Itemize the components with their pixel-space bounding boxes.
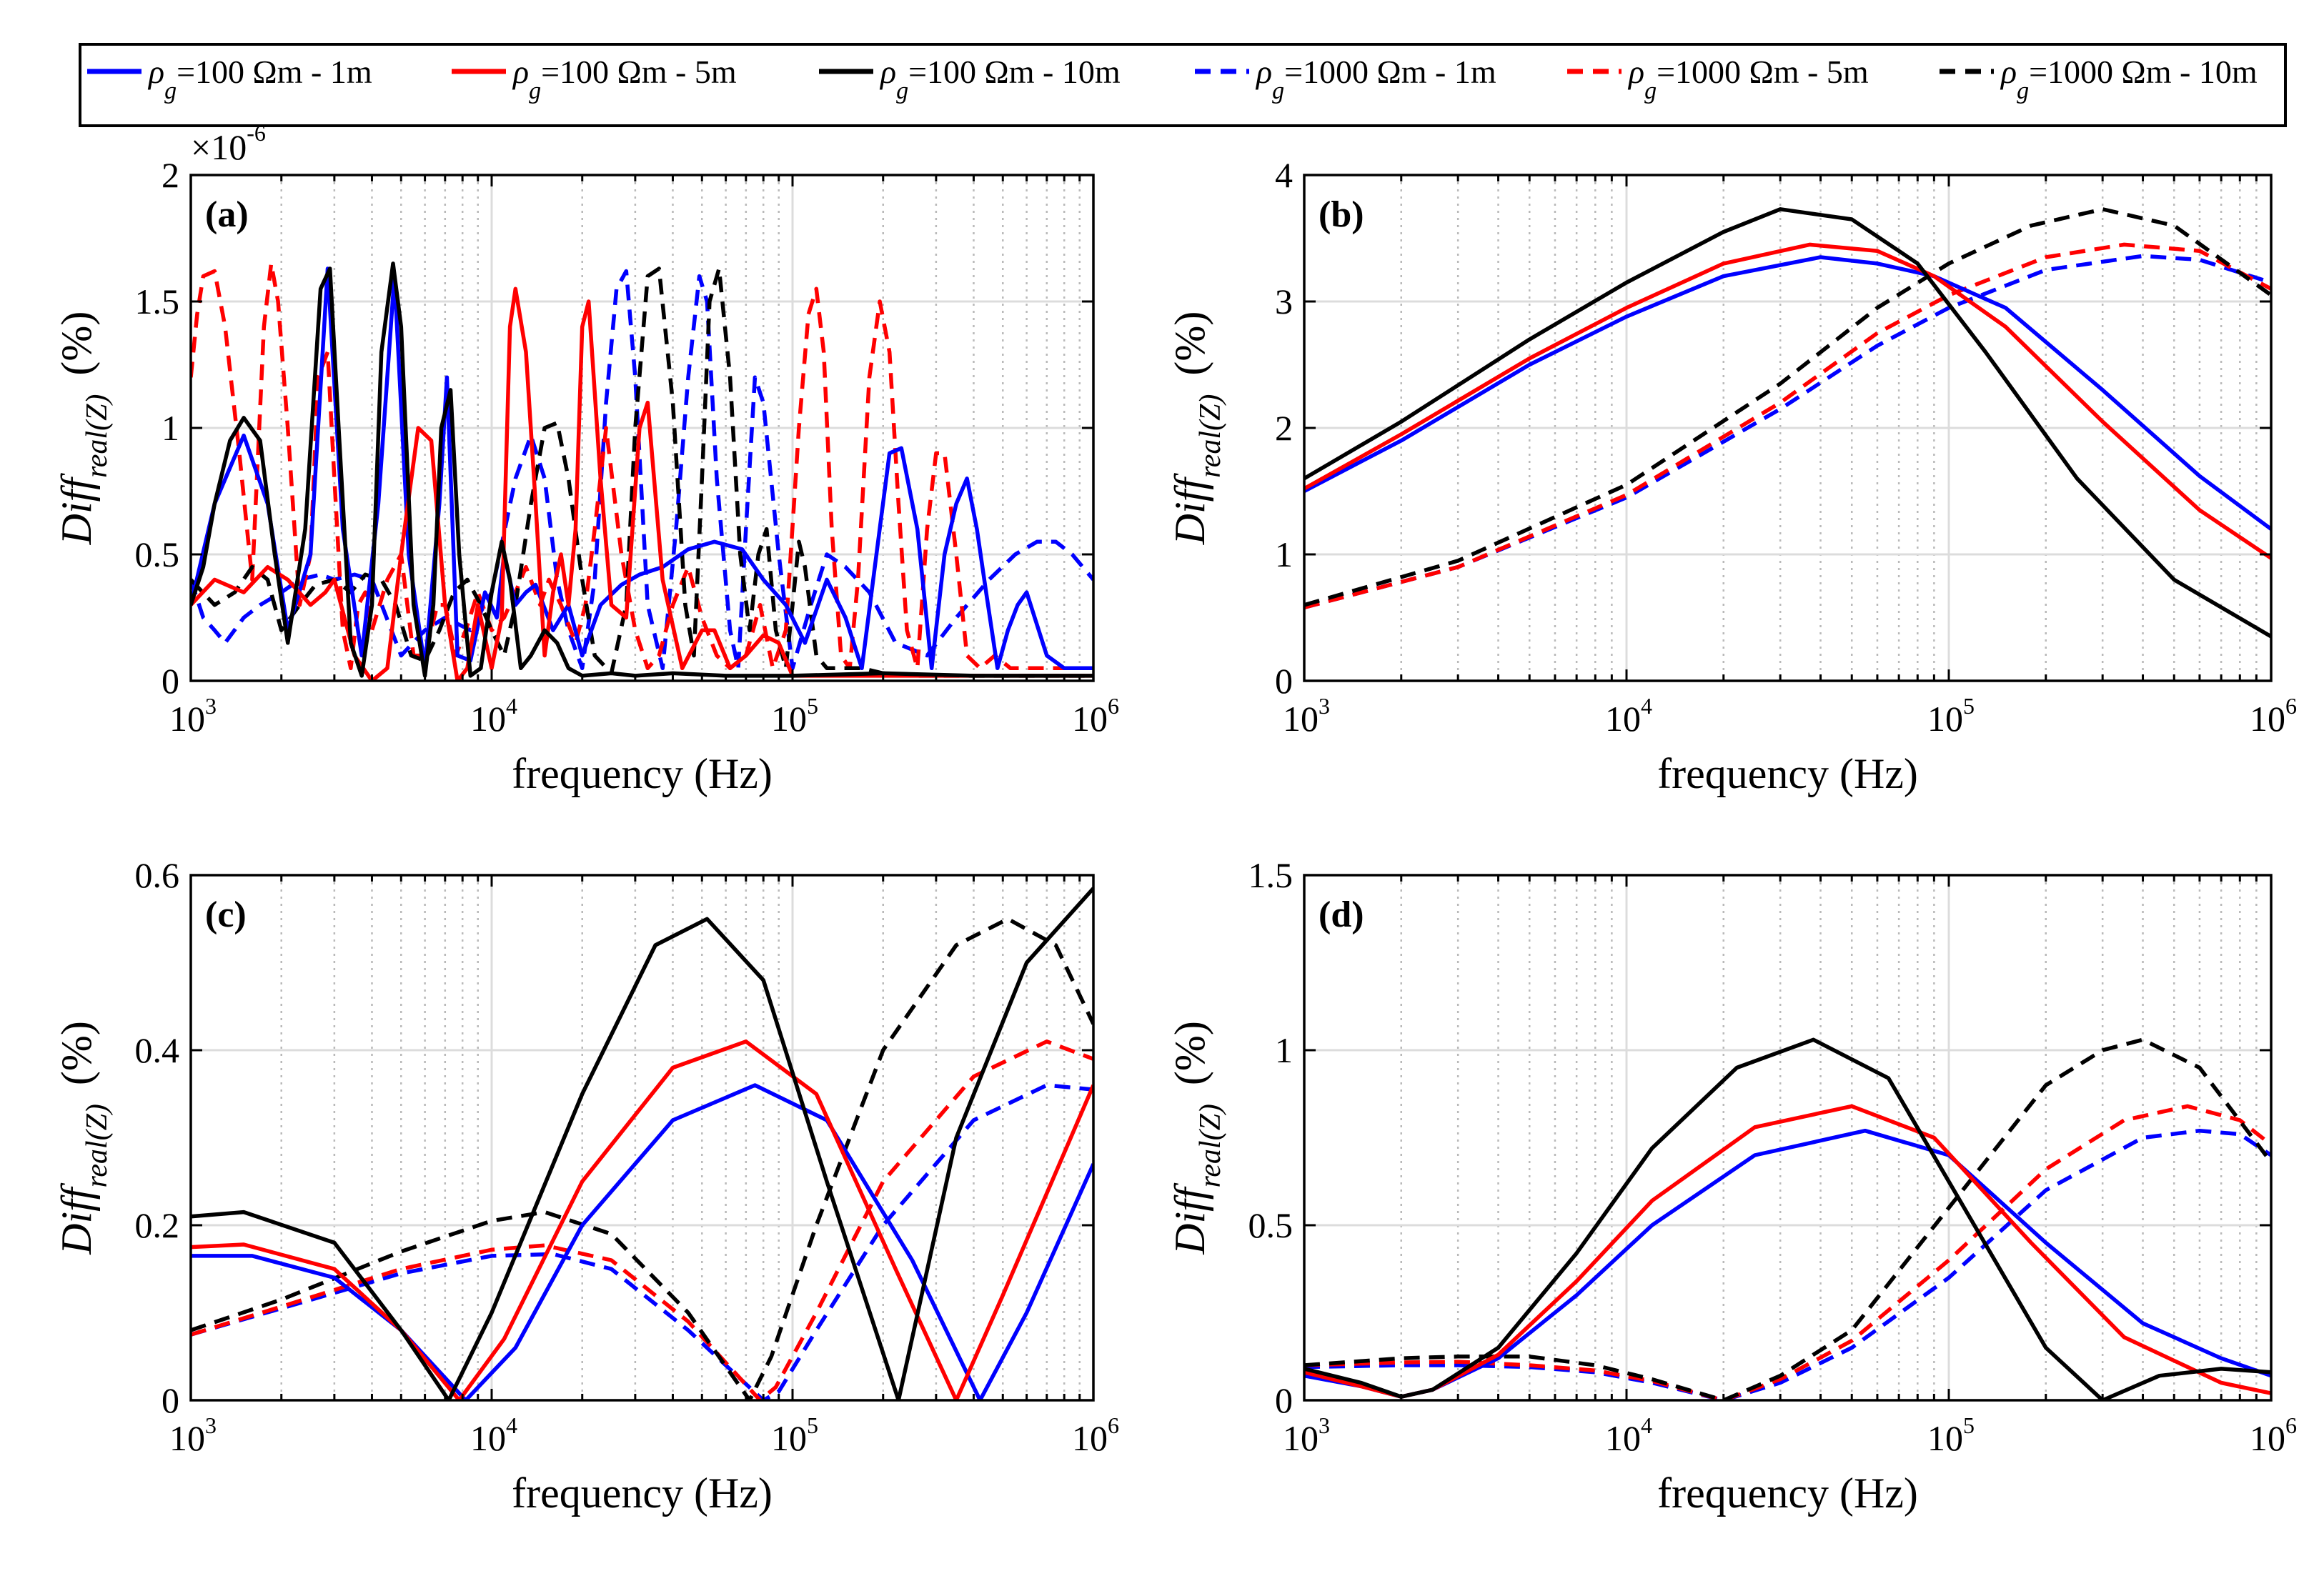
y-tick-label: 0 bbox=[1275, 661, 1293, 701]
legend-entry: ρg=1000 Ωm - 5m bbox=[1567, 54, 1869, 104]
x-tick-label: 105 bbox=[771, 693, 818, 739]
y-tick-label: 2 bbox=[162, 155, 179, 195]
legend-label: ρg=100 Ωm - 10m bbox=[879, 54, 1121, 104]
series-group bbox=[1304, 1037, 2271, 1400]
panel-label: (b) bbox=[1319, 194, 1364, 235]
x-tick-label: 104 bbox=[1605, 1412, 1652, 1458]
grid bbox=[1303, 174, 2273, 682]
y-axis-label: Diffreal(Z)(%) bbox=[1166, 311, 1227, 546]
series-group bbox=[191, 261, 1093, 681]
ticks bbox=[189, 874, 1095, 1402]
panel-label: (c) bbox=[205, 894, 247, 935]
y-tick-label: 0.2 bbox=[135, 1205, 180, 1245]
legend-label: ρg=1000 Ωm - 10m bbox=[2000, 54, 2258, 104]
legend-label: ρg=1000 Ωm - 1m bbox=[1255, 54, 1496, 104]
series-line-2 bbox=[1304, 1037, 2271, 1400]
y-tick-label: 0 bbox=[162, 1380, 179, 1420]
y-tick-label: 0.6 bbox=[135, 855, 180, 895]
series-line-1 bbox=[191, 286, 1093, 681]
y-tick-label: 2 bbox=[1275, 408, 1293, 448]
x-tick-label: 106 bbox=[1072, 1412, 1119, 1458]
panel-b: 0 1 2 3 4 103 104 105 106 (b) frequency (Hz) Diffre… bbox=[1166, 155, 2297, 797]
series-line-2 bbox=[191, 887, 1093, 1400]
y-tick-label: 0 bbox=[1275, 1380, 1293, 1420]
y-tick-label: 0.5 bbox=[135, 534, 180, 574]
x-axis-label: frequency (Hz) bbox=[512, 750, 773, 797]
series-line-2 bbox=[191, 261, 1093, 678]
series-line-5 bbox=[191, 266, 1093, 678]
x-tick-label: 103 bbox=[169, 693, 217, 739]
series-line-5 bbox=[1304, 207, 2271, 607]
series-line-2 bbox=[1304, 207, 2271, 639]
series-group bbox=[1304, 207, 2271, 639]
axes-frame bbox=[1303, 874, 2273, 1402]
panel-c: 0 0.2 0.4 0.6 103 104 105 106 (c) frequency (Hz) D… bbox=[53, 855, 1119, 1517]
legend: ρg=100 Ωm - 1m ρg=100 Ωm - 5m ρg=100 Ωm - … bbox=[79, 43, 2287, 127]
panel-label: (a) bbox=[205, 194, 249, 235]
y-axis-label: Diffreal(Z)(%) bbox=[1166, 1021, 1227, 1255]
series-line-4 bbox=[191, 261, 1093, 671]
legend-entry: ρg=1000 Ωm - 1m bbox=[1195, 54, 1496, 104]
y-tick-label: 1.5 bbox=[1248, 855, 1293, 895]
series-line-5 bbox=[191, 917, 1093, 1400]
y-tick-label: 1.5 bbox=[135, 281, 180, 321]
legend-box bbox=[79, 43, 2287, 127]
x-tick-label: 106 bbox=[1072, 693, 1119, 739]
x-tick-label: 106 bbox=[2250, 1412, 2297, 1458]
panel-label: (d) bbox=[1319, 894, 1364, 935]
axes-frame bbox=[189, 874, 1095, 1402]
y-axis-label: Diffreal(Z)(%) bbox=[53, 1021, 114, 1255]
y-tick-label: 0.4 bbox=[135, 1030, 180, 1070]
x-tick-label: 103 bbox=[1283, 1412, 1330, 1458]
y-tick-label: 0.5 bbox=[1248, 1205, 1293, 1245]
y-tick-label: 3 bbox=[1275, 281, 1293, 321]
x-axis-label: frequency (Hz) bbox=[1657, 750, 1918, 797]
x-tick-label: 105 bbox=[771, 1412, 818, 1458]
series-line-0 bbox=[1304, 255, 2271, 531]
x-tick-label: 103 bbox=[169, 1412, 217, 1458]
legend-label: ρg=100 Ωm - 1m bbox=[147, 54, 372, 104]
legend-entry: ρg=100 Ωm - 10m bbox=[819, 54, 1121, 104]
series-line-0 bbox=[191, 266, 1093, 671]
series-line-1 bbox=[1304, 242, 2271, 560]
x-tick-label: 104 bbox=[470, 693, 517, 739]
x-tick-label: 104 bbox=[1605, 693, 1652, 739]
y-tick-label: 4 bbox=[1275, 155, 1293, 195]
axis-multiplier: ×10-6 bbox=[191, 120, 266, 167]
x-tick-label: 105 bbox=[1927, 1412, 1975, 1458]
x-tick-label: 106 bbox=[2250, 693, 2297, 739]
legend-label: ρg=100 Ωm - 5m bbox=[512, 54, 737, 104]
y-tick-label: 0 bbox=[162, 661, 179, 701]
ticks bbox=[1303, 874, 2273, 1402]
y-tick-label: 1 bbox=[1275, 534, 1293, 574]
x-axis-label: frequency (Hz) bbox=[512, 1470, 773, 1517]
x-tick-label: 105 bbox=[1927, 693, 1975, 739]
panel-a: 0 0.5 1 1.5 2 103 104 105 106 ×10-6 (a) frequency (… bbox=[53, 120, 1119, 797]
legend-entry: ρg=100 Ωm - 1m bbox=[87, 54, 372, 104]
ticks bbox=[1303, 174, 2273, 682]
x-axis-label: frequency (Hz) bbox=[1657, 1470, 1918, 1517]
y-tick-label: 1 bbox=[1275, 1030, 1293, 1070]
legend-entry: ρg=1000 Ωm - 10m bbox=[1940, 54, 2258, 104]
y-axis-label: Diffreal(Z)(%) bbox=[53, 311, 114, 546]
series-line-4 bbox=[1304, 242, 2271, 609]
series-group bbox=[191, 887, 1093, 1400]
panel-d: 0 0.5 1 1.5 103 104 105 106 (d) frequency (Hz) Dif… bbox=[1166, 855, 2297, 1517]
ticks bbox=[189, 174, 1095, 682]
x-tick-label: 103 bbox=[1283, 693, 1330, 739]
y-tick-label: 1 bbox=[162, 408, 179, 448]
legend-label: ρg=1000 Ωm - 5m bbox=[1627, 54, 1869, 104]
x-tick-label: 104 bbox=[470, 1412, 517, 1458]
series-line-1 bbox=[191, 1039, 1093, 1400]
legend-entry: ρg=100 Ωm - 5m bbox=[452, 54, 737, 104]
